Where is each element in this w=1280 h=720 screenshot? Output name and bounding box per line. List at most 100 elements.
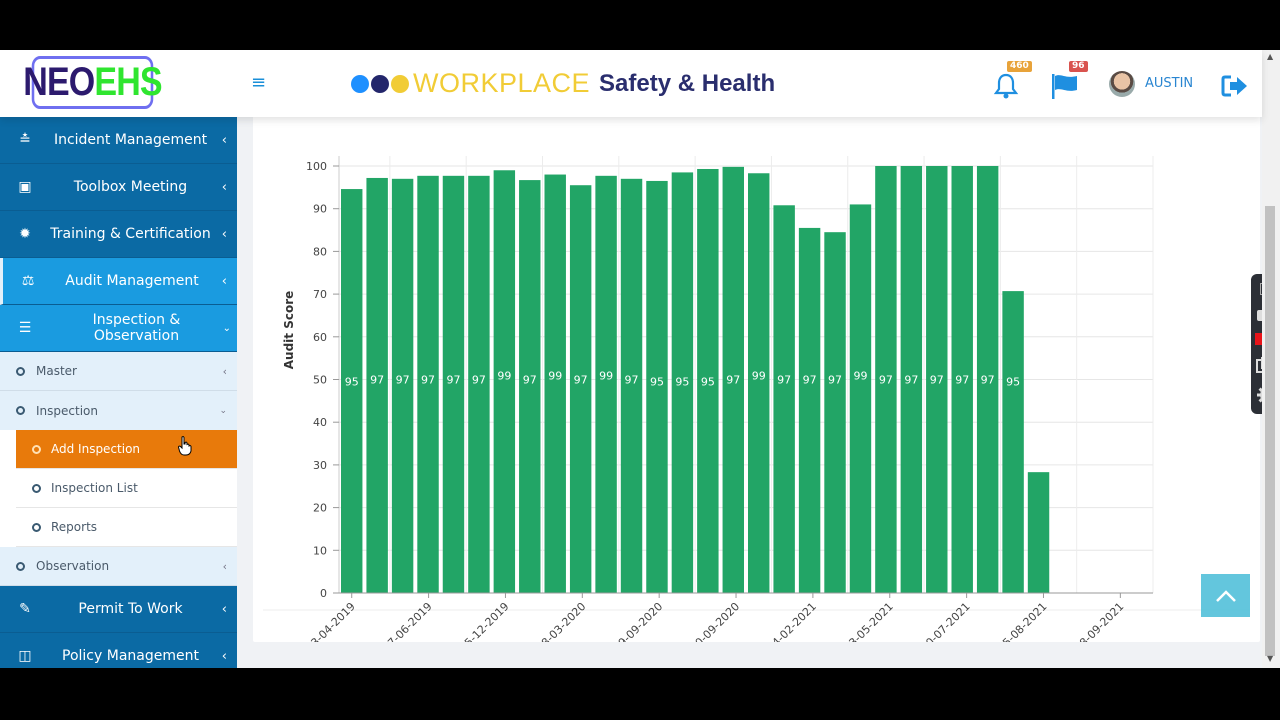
sidebar-item-label: Policy Management bbox=[62, 648, 199, 664]
brand-dot-blue bbox=[351, 74, 369, 93]
chart-bars bbox=[341, 166, 1050, 594]
bar-data-label: 95 bbox=[345, 376, 359, 389]
scroll-up-arrow-icon[interactable]: ▲ bbox=[1267, 52, 1274, 61]
y-tick-label: 70 bbox=[313, 288, 327, 301]
bar-data-label: 95 bbox=[675, 376, 689, 389]
sidebar-subitem-inspection-list[interactable]: Inspection List bbox=[16, 469, 237, 508]
scroll-down-arrow-icon[interactable]: ▼ bbox=[1267, 654, 1274, 663]
sidebar-subitem-label: Inspection bbox=[36, 403, 98, 418]
bar bbox=[442, 175, 465, 594]
sidebar-subitem-label: Add Inspection bbox=[51, 442, 141, 456]
sidebar-item-training-certification[interactable]: ✹ Training & Certification ‹ bbox=[0, 211, 237, 258]
sidebar: ≛ Incident Management ‹ ▣ Toolbox Meetin… bbox=[0, 117, 237, 668]
y-axis-label: Audit Score bbox=[282, 291, 296, 370]
user-name[interactable]: AUSTIN bbox=[1145, 76, 1194, 91]
bar bbox=[773, 205, 795, 593]
x-tick-label: 25-12-2019 bbox=[457, 600, 511, 642]
y-tick-label: 60 bbox=[313, 331, 327, 344]
scroll-to-top-button[interactable] bbox=[1201, 574, 1250, 617]
notifications-badge: 460 bbox=[1007, 61, 1032, 72]
sidebar-item-inspection-observation[interactable]: ☰ Inspection & Observation ⌄ bbox=[0, 305, 237, 352]
bar bbox=[798, 227, 821, 593]
chevron-down-icon: ⌄ bbox=[222, 322, 231, 334]
certificate-icon: ✹ bbox=[19, 226, 31, 242]
sidebar-item-policy-management[interactable]: ◫ Policy Management ‹ bbox=[0, 633, 237, 668]
circle-icon bbox=[32, 444, 41, 454]
sidebar-subitem-observation[interactable]: Observation ‹ bbox=[0, 547, 237, 586]
sidebar-subitem-master[interactable]: Master ‹ bbox=[0, 352, 237, 391]
brand-title: WORKPLACE Safety & Health bbox=[351, 68, 775, 99]
bar bbox=[951, 166, 973, 593]
bar bbox=[722, 166, 744, 593]
x-tick-label: 29-09-2020 bbox=[611, 600, 665, 642]
bar bbox=[341, 189, 363, 594]
bar bbox=[671, 172, 694, 593]
bar-data-label: 97 bbox=[574, 374, 588, 387]
bar bbox=[620, 178, 643, 593]
bell-icon bbox=[993, 73, 1019, 99]
bar bbox=[824, 232, 846, 593]
chevron-left-icon: ‹ bbox=[221, 179, 227, 195]
circle-icon bbox=[16, 406, 25, 415]
logo-part-neo: NEO bbox=[23, 60, 95, 104]
bar bbox=[391, 178, 414, 593]
chevron-left-icon: ‹ bbox=[221, 273, 227, 289]
list-icon: ☰ bbox=[18, 320, 32, 336]
sidebar-subitem-label: Master bbox=[36, 364, 77, 378]
flags-badge: 96 bbox=[1069, 61, 1088, 72]
sidebar-item-label: Audit Management bbox=[65, 273, 199, 289]
bar-data-label: 97 bbox=[446, 374, 460, 387]
x-tick-label: 08-09-2021 bbox=[1072, 600, 1126, 642]
sidebar-subitem-reports[interactable]: Reports bbox=[16, 508, 237, 547]
hamburger-icon[interactable]: ≡ bbox=[251, 72, 267, 93]
bar-data-label: 95 bbox=[650, 376, 664, 389]
flag-icon bbox=[1052, 74, 1077, 99]
user-avatar[interactable] bbox=[1109, 71, 1135, 97]
bar-data-label: 99 bbox=[548, 370, 562, 383]
x-axis-ticks: 03-04-2019 27-06-2019 25-12-2019 18-03-2020… bbox=[303, 592, 1153, 642]
bar-data-label: 97 bbox=[421, 374, 435, 387]
briefcase-icon: ▣ bbox=[18, 179, 32, 195]
sidebar-item-incident-management[interactable]: ≛ Incident Management ‹ bbox=[0, 117, 237, 164]
sidebar-item-audit-management[interactable]: ⚖ Audit Management ‹ bbox=[0, 258, 237, 305]
circle-icon bbox=[16, 366, 25, 376]
bar bbox=[1027, 472, 1050, 593]
sidebar-subitem-add-inspection[interactable]: Add Inspection bbox=[16, 430, 237, 469]
sidebar-subitem-label: Inspection List bbox=[51, 481, 138, 495]
bar-data-label: 99 bbox=[497, 370, 511, 383]
brand-dot-yellow bbox=[391, 74, 409, 93]
bar-data-label: 97 bbox=[625, 374, 639, 387]
bar bbox=[519, 180, 541, 593]
x-tick-label: 30-09-2020 bbox=[688, 600, 742, 642]
bar bbox=[926, 166, 948, 593]
y-tick-label: 40 bbox=[313, 416, 327, 429]
y-tick-label: 80 bbox=[313, 245, 327, 258]
bar bbox=[1002, 291, 1024, 593]
y-tick-label: 30 bbox=[313, 459, 327, 472]
bar-data-label: 95 bbox=[1006, 376, 1020, 389]
bar bbox=[544, 174, 566, 593]
notifications-button[interactable]: 460 bbox=[992, 61, 1032, 104]
sidebar-subitem-inspection[interactable]: Inspection ⌄ bbox=[0, 391, 237, 430]
bar-data-label: 97 bbox=[726, 374, 740, 387]
sidebar-item-label: Toolbox Meeting bbox=[73, 179, 188, 195]
x-tick-label: 03-04-2019 bbox=[303, 600, 357, 642]
bar bbox=[976, 166, 999, 593]
brand-safety-health: Safety & Health bbox=[599, 69, 776, 97]
bar bbox=[646, 180, 668, 593]
logout-button[interactable] bbox=[1221, 74, 1249, 102]
x-tick-label: 27-06-2019 bbox=[380, 600, 434, 642]
y-axis-ticks: 0 10 20 30 40 50 60 70 80 90 100 bbox=[306, 160, 339, 600]
page-scrollbar[interactable]: ▲ ▼ bbox=[1262, 50, 1280, 668]
flags-button[interactable]: 96 bbox=[1050, 61, 1088, 104]
neoehs-logo[interactable]: NEO EHS bbox=[23, 56, 163, 109]
x-tick-label: 18-03-2020 bbox=[534, 600, 588, 642]
sidebar-item-permit-to-work[interactable]: ✎ Permit To Work ‹ bbox=[0, 586, 237, 633]
y-tick-label: 90 bbox=[313, 203, 327, 216]
x-tick-label: 25-08-2021 bbox=[995, 600, 1049, 642]
scrollbar-thumb[interactable] bbox=[1265, 206, 1275, 656]
chevron-down-icon: ⌄ bbox=[219, 405, 227, 416]
bar-data-label: 99 bbox=[599, 370, 613, 383]
sidebar-item-toolbox-meeting[interactable]: ▣ Toolbox Meeting ‹ bbox=[0, 164, 237, 211]
bar-data-label: 97 bbox=[981, 374, 995, 387]
